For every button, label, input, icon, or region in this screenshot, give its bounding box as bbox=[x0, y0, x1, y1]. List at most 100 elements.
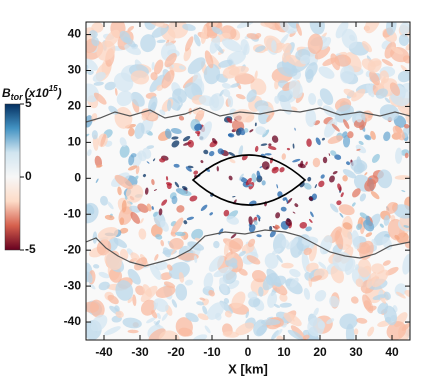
field-texture bbox=[401, 190, 406, 193]
field-texture bbox=[246, 89, 257, 103]
field-texture bbox=[371, 269, 389, 288]
field-texture bbox=[155, 320, 161, 326]
field-texture bbox=[222, 65, 240, 79]
field-texture bbox=[130, 70, 150, 85]
inner-contour bbox=[191, 154, 307, 206]
field-texture bbox=[149, 263, 162, 280]
field-texture bbox=[355, 278, 364, 288]
field-texture bbox=[177, 252, 199, 261]
field-texture bbox=[365, 215, 371, 226]
field-texture bbox=[114, 87, 118, 96]
field-texture bbox=[230, 83, 240, 88]
field-texture bbox=[299, 221, 308, 229]
field-texture bbox=[268, 145, 277, 150]
cb-sup: 15 bbox=[49, 84, 58, 93]
field-texture bbox=[160, 240, 165, 247]
field-texture bbox=[292, 158, 301, 163]
field-texture bbox=[169, 238, 184, 250]
field-texture bbox=[380, 297, 387, 304]
field-texture bbox=[226, 117, 233, 124]
field-texture bbox=[98, 281, 110, 291]
field-texture bbox=[264, 252, 279, 269]
field-texture bbox=[208, 255, 225, 272]
field-texture bbox=[311, 193, 318, 201]
field-texture bbox=[241, 154, 248, 161]
field-texture bbox=[281, 262, 294, 269]
field-texture bbox=[107, 294, 119, 305]
field-texture bbox=[155, 234, 163, 240]
field-texture bbox=[246, 255, 261, 265]
field-texture bbox=[221, 38, 242, 52]
field-texture bbox=[161, 70, 175, 89]
field-texture bbox=[271, 135, 279, 143]
field-texture bbox=[320, 174, 325, 179]
field-texture bbox=[134, 122, 145, 140]
field-texture bbox=[135, 285, 146, 296]
field-texture bbox=[209, 35, 221, 54]
field-texture bbox=[146, 203, 152, 212]
field-texture bbox=[359, 212, 368, 219]
field-texture bbox=[266, 268, 282, 288]
field-texture bbox=[86, 301, 99, 313]
field-texture bbox=[148, 112, 158, 121]
field-texture bbox=[146, 145, 155, 150]
field-texture bbox=[258, 286, 264, 297]
field-texture bbox=[317, 320, 326, 330]
field-texture bbox=[328, 153, 331, 157]
field-texture bbox=[187, 139, 194, 148]
field-texture bbox=[402, 55, 410, 64]
field-texture bbox=[227, 133, 235, 138]
field-texture bbox=[351, 88, 366, 102]
field-texture bbox=[211, 94, 220, 109]
field-texture bbox=[95, 164, 103, 168]
field-texture bbox=[334, 54, 352, 67]
field-texture bbox=[114, 305, 120, 312]
field-texture bbox=[243, 43, 248, 56]
lower-contour bbox=[86, 229, 410, 267]
colorbar-label: Btor (x1015) bbox=[2, 84, 62, 102]
field-texture bbox=[174, 181, 180, 188]
field-texture bbox=[306, 138, 312, 147]
field-texture bbox=[334, 154, 342, 160]
field-texture bbox=[392, 125, 406, 141]
field-texture bbox=[152, 158, 156, 162]
field-texture bbox=[319, 88, 334, 106]
field-texture bbox=[398, 34, 409, 47]
field-texture bbox=[319, 235, 333, 255]
field-texture bbox=[342, 169, 357, 179]
field-texture bbox=[235, 322, 255, 336]
contours bbox=[86, 107, 410, 267]
field-texture bbox=[181, 185, 188, 190]
y-tick-label: 30 bbox=[68, 63, 82, 77]
field-texture bbox=[327, 135, 343, 144]
field-texture bbox=[114, 174, 133, 190]
field-texture bbox=[168, 261, 190, 280]
field-texture bbox=[223, 298, 230, 304]
field-texture bbox=[159, 158, 166, 163]
field-texture bbox=[245, 177, 252, 186]
field-texture bbox=[276, 184, 279, 189]
field-texture bbox=[274, 95, 280, 104]
field-texture bbox=[366, 271, 377, 289]
field-texture bbox=[171, 195, 178, 205]
field-texture bbox=[141, 115, 147, 121]
field-texture bbox=[303, 287, 311, 300]
field-texture bbox=[294, 127, 296, 131]
field-texture bbox=[222, 88, 231, 98]
field-texture bbox=[351, 230, 360, 250]
field-texture bbox=[255, 126, 267, 135]
field-texture bbox=[155, 261, 168, 271]
field-texture bbox=[164, 53, 177, 68]
field-texture bbox=[184, 279, 194, 286]
field-texture bbox=[381, 59, 393, 67]
field-texture bbox=[208, 289, 215, 297]
field-texture bbox=[359, 193, 367, 202]
field-texture bbox=[117, 186, 122, 196]
field-texture bbox=[305, 108, 317, 127]
field-texture bbox=[86, 133, 90, 137]
field-texture bbox=[137, 203, 149, 213]
field-texture bbox=[292, 143, 295, 149]
field-texture bbox=[167, 264, 173, 271]
field-texture bbox=[142, 284, 152, 297]
field-texture bbox=[288, 79, 303, 99]
